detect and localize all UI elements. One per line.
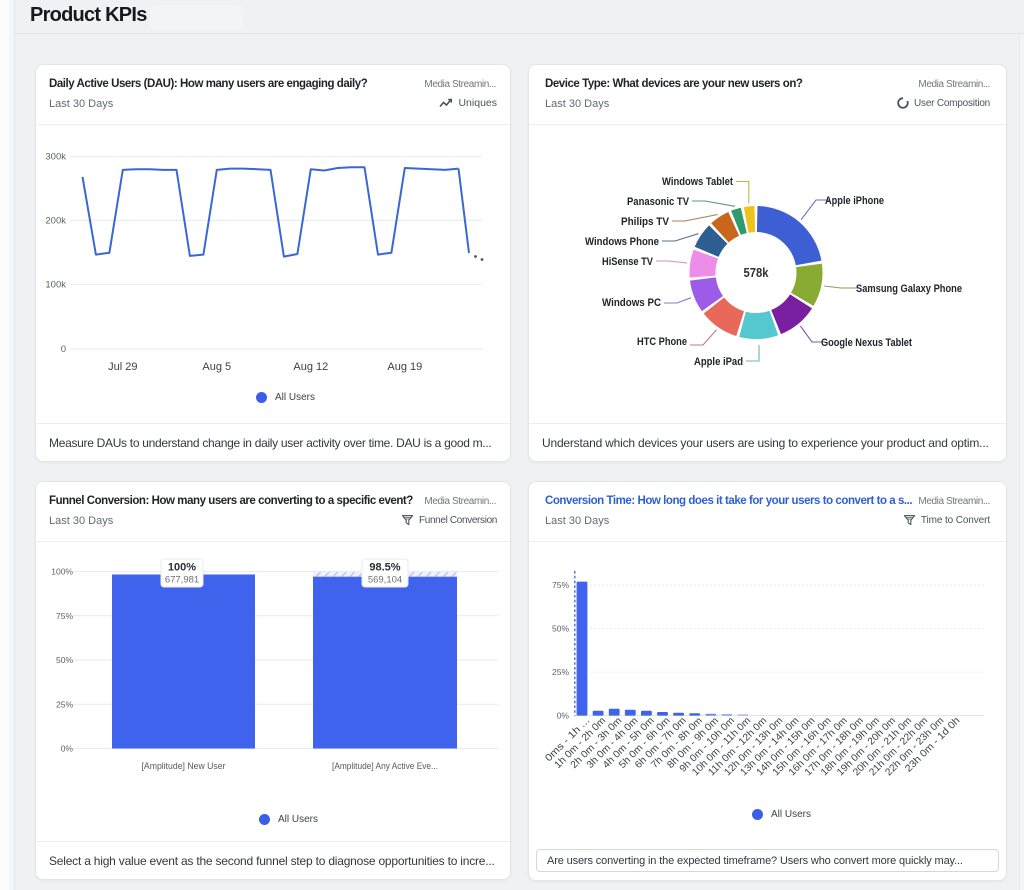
svg-text:HTC Phone: HTC Phone: [637, 336, 687, 348]
svg-text:Aug 19: Aug 19: [387, 361, 422, 373]
svg-text:Panasonic TV: Panasonic TV: [627, 196, 690, 208]
svg-text:Samsung Galaxy Phone: Samsung Galaxy Phone: [856, 283, 962, 295]
svg-text:Aug 12: Aug 12: [293, 361, 328, 373]
svg-text:0: 0: [61, 344, 66, 355]
svg-text:50%: 50%: [56, 655, 73, 665]
svg-text:75%: 75%: [56, 611, 73, 621]
svg-text:Windows PC: Windows PC: [602, 297, 661, 309]
svg-text:Windows Tablet: Windows Tablet: [662, 176, 733, 188]
svg-text:578k: 578k: [744, 266, 769, 280]
svg-text:Google Nexus Tablet: Google Nexus Tablet: [821, 337, 912, 349]
svg-text:Aug 5: Aug 5: [202, 361, 231, 373]
svg-text:[Amplitude] Any Active Eve...: [Amplitude] Any Active Eve...: [332, 761, 438, 772]
svg-text:50%: 50%: [552, 624, 569, 634]
svg-text:Apple iPhone: Apple iPhone: [825, 195, 884, 207]
svg-text:300k: 300k: [45, 152, 66, 163]
svg-text:HiSense TV: HiSense TV: [602, 256, 654, 268]
svg-text:Apple iPad: Apple iPad: [694, 356, 743, 368]
svg-text:Jul 29: Jul 29: [108, 361, 137, 373]
svg-text:677,981: 677,981: [165, 575, 199, 586]
svg-text:Windows Phone: Windows Phone: [585, 236, 659, 248]
svg-text:[Amplitude] New User: [Amplitude] New User: [142, 761, 226, 772]
svg-text:98.5%: 98.5%: [369, 562, 400, 574]
svg-text:569,104: 569,104: [368, 575, 402, 586]
svg-text:0%: 0%: [61, 744, 74, 754]
svg-text:100%: 100%: [51, 567, 73, 577]
svg-text:25%: 25%: [552, 667, 569, 677]
svg-text:100k: 100k: [45, 280, 66, 291]
svg-text:100%: 100%: [168, 562, 196, 574]
svg-text:0%: 0%: [557, 711, 570, 721]
svg-text:25%: 25%: [56, 699, 73, 709]
svg-text:75%: 75%: [552, 580, 569, 590]
svg-text:200k: 200k: [45, 215, 66, 226]
svg-text:Philips TV: Philips TV: [621, 216, 670, 228]
